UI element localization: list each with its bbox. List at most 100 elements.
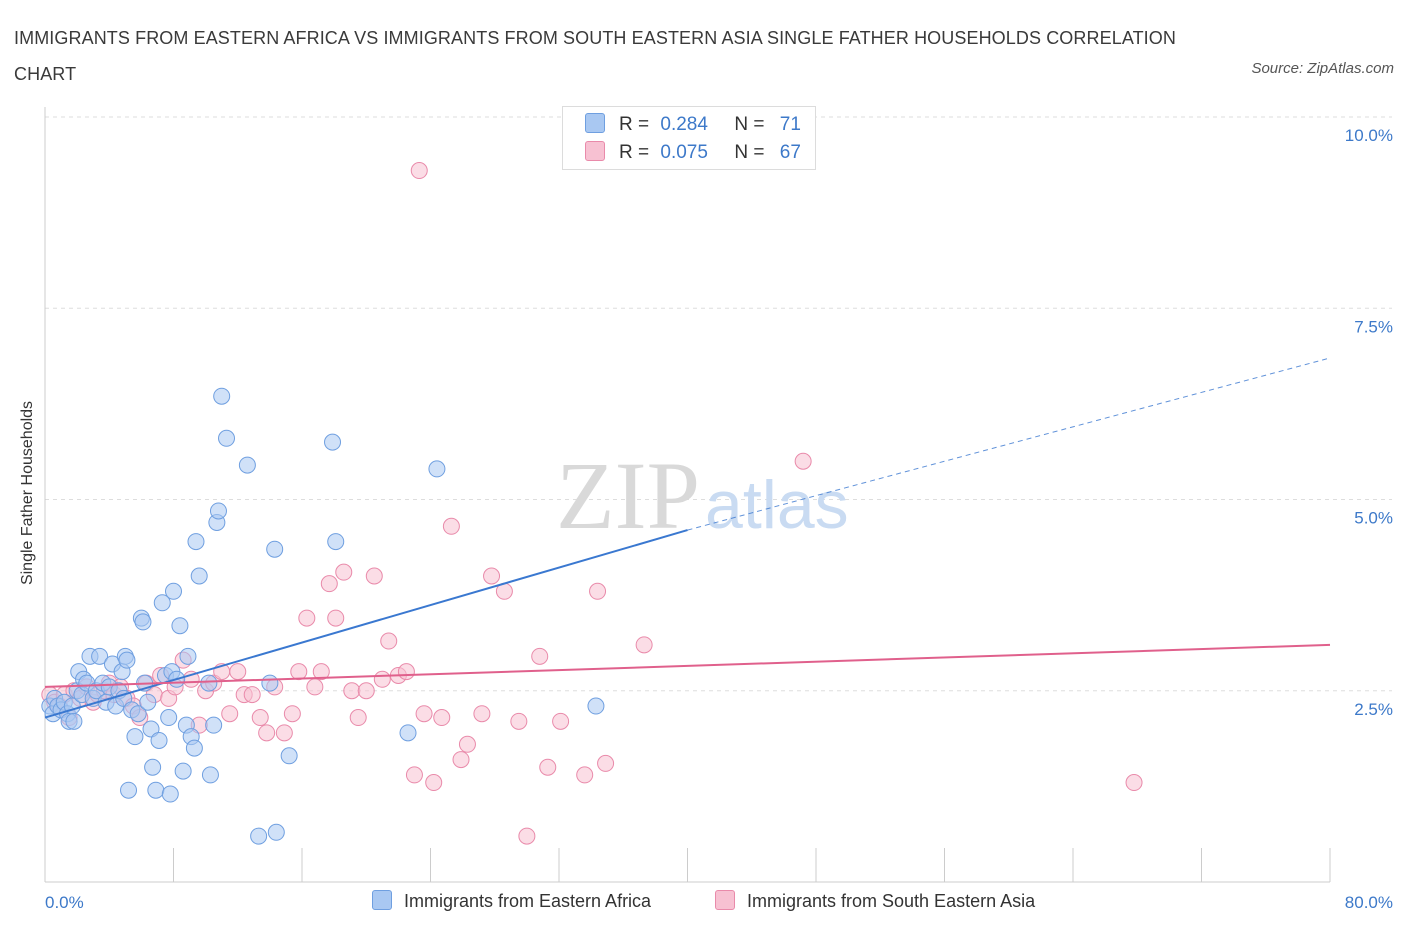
point-south-eastern-asia-73 [410, 162, 428, 180]
chart-title: IMMIGRANTS FROM EASTERN AFRICA VS IMMIGR… [14, 28, 1176, 84]
legend-row-eastern-africa: R = 0.284 N = 71 [585, 113, 801, 137]
point-south-eastern-asia-31 [243, 686, 261, 704]
point-eastern-africa-34 [134, 613, 152, 631]
point-eastern-africa-48 [171, 617, 189, 635]
point-south-eastern-asia-66 [552, 712, 570, 730]
point-south-eastern-asia-60 [483, 567, 501, 585]
point-eastern-africa-72 [428, 460, 446, 478]
legend-n-label: N = [734, 142, 765, 163]
source-label: Source: ZipAtlas.com [1251, 60, 1394, 77]
point-eastern-africa-63 [238, 456, 256, 474]
gridlines [45, 116, 1392, 692]
point-eastern-africa-31 [126, 728, 144, 746]
point-eastern-africa-44 [161, 785, 179, 803]
point-eastern-africa-32 [129, 705, 147, 723]
point-south-eastern-asia-40 [312, 663, 330, 681]
tick-labels: 2.5% 5.0% 7.5% 10.0% 0.0% 80.0% [45, 126, 1393, 912]
legend-swatch-blue [585, 113, 605, 133]
point-eastern-africa-49 [174, 762, 192, 780]
point-south-eastern-asia-45 [349, 709, 367, 727]
point-south-eastern-asia-58 [458, 735, 476, 753]
bottom-legend-swatch-blue [372, 890, 392, 910]
trend-lines [44, 357, 1331, 719]
point-south-eastern-asia-44 [343, 682, 361, 700]
point-south-eastern-asia-29 [229, 663, 247, 681]
point-south-eastern-asia-59 [473, 705, 491, 723]
legend-n-value-pink: 67 [779, 142, 801, 163]
point-south-eastern-asia-52 [405, 766, 423, 784]
point-south-eastern-asia-68 [589, 582, 607, 600]
bottom-legend-eastern-africa: Immigrants from Eastern Africa [372, 890, 651, 912]
point-south-eastern-asia-72 [1125, 774, 1143, 792]
point-eastern-africa-39 [147, 781, 165, 799]
trend-line-eastern-africa [44, 529, 688, 719]
point-eastern-africa-18 [91, 647, 109, 665]
x-tick-label-min: 0.0% [45, 893, 84, 912]
point-south-eastern-asia-65 [539, 758, 557, 776]
point-south-eastern-asia-57 [452, 751, 470, 769]
point-eastern-africa-28 [118, 651, 136, 669]
correlation-legend: R = 0.284 N = 71 R = 0.075 N = 67 [562, 106, 816, 170]
point-eastern-africa-57 [201, 766, 219, 784]
axes [44, 107, 1331, 883]
point-eastern-africa-29 [120, 781, 138, 799]
point-eastern-africa-43 [160, 709, 178, 727]
y-tick-label-3: 10.0% [1345, 126, 1393, 145]
point-south-eastern-asia-67 [576, 766, 594, 784]
series-eastern-africa-points [41, 387, 605, 845]
legend-r-label: R = [619, 114, 650, 135]
point-south-eastern-asia-48 [373, 670, 391, 688]
point-south-eastern-asia-54 [425, 774, 443, 792]
legend-r-value-blue: 0.284 [660, 114, 708, 135]
bottom-legend-swatch-pink [715, 890, 735, 910]
point-eastern-africa-53 [185, 739, 203, 757]
point-south-eastern-asia-32 [251, 709, 269, 727]
watermark-zip: ZIP [556, 442, 700, 549]
point-south-eastern-asia-70 [635, 636, 653, 654]
watermark-atlas: atlas [705, 467, 849, 543]
point-south-eastern-asia-37 [290, 663, 308, 681]
legend-r-value-pink: 0.075 [660, 142, 708, 163]
point-eastern-africa-54 [187, 533, 205, 551]
point-eastern-africa-61 [213, 387, 231, 405]
bottom-legend-label-pink: Immigrants from South Eastern Asia [747, 891, 1036, 911]
point-eastern-africa-51 [179, 647, 197, 665]
bottom-legend-label-blue: Immigrants from Eastern Africa [404, 891, 652, 911]
x-tick-label-max: 80.0% [1345, 893, 1393, 912]
point-south-eastern-asia-69 [597, 754, 615, 772]
point-eastern-africa-56 [200, 674, 218, 692]
point-south-eastern-asia-41 [320, 575, 338, 593]
point-eastern-africa-62 [218, 429, 236, 447]
legend-swatch-pink [585, 141, 605, 161]
point-eastern-africa-64 [250, 827, 268, 845]
point-eastern-africa-66 [266, 540, 284, 558]
legend-r-label: R = [619, 142, 650, 163]
legend-n-value-blue: 71 [779, 114, 801, 135]
point-eastern-africa-65 [261, 674, 279, 692]
point-eastern-africa-68 [280, 747, 298, 765]
point-south-eastern-asia-46 [357, 682, 375, 700]
point-eastern-africa-41 [153, 594, 171, 612]
trend-line-south-eastern-asia [44, 643, 1331, 688]
y-tick-label-0: 2.5% [1354, 700, 1393, 719]
point-eastern-africa-46 [165, 582, 182, 600]
point-south-eastern-asia-56 [442, 517, 460, 535]
point-eastern-africa-73 [587, 697, 605, 715]
point-south-eastern-asia-63 [518, 827, 536, 845]
point-eastern-africa-71 [399, 724, 417, 742]
point-south-eastern-asia-33 [258, 724, 276, 742]
watermark: ZIP atlas [556, 442, 849, 549]
point-eastern-africa-67 [267, 823, 285, 841]
point-eastern-africa-70 [327, 533, 345, 551]
point-eastern-africa-36 [139, 693, 157, 711]
y-tick-label-2: 7.5% [1354, 317, 1393, 336]
point-eastern-africa-40 [150, 731, 168, 749]
point-south-eastern-asia-47 [365, 567, 383, 585]
point-south-eastern-asia-43 [335, 563, 353, 581]
point-south-eastern-asia-39 [306, 678, 324, 696]
point-south-eastern-asia-38 [298, 609, 316, 627]
point-eastern-africa-9 [65, 712, 83, 730]
legend-n-label: N = [734, 114, 765, 135]
point-south-eastern-asia-51 [397, 663, 415, 681]
point-south-eastern-asia-53 [415, 705, 433, 723]
